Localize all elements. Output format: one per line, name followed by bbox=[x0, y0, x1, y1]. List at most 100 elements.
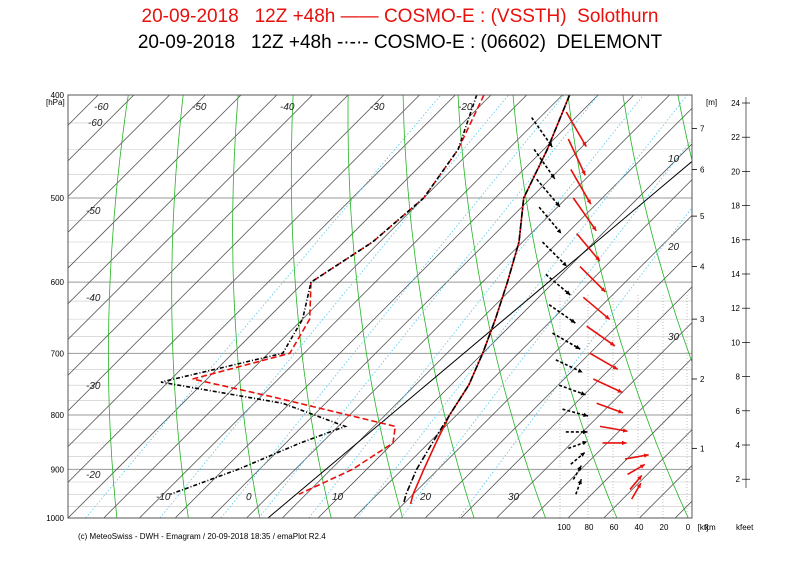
isotherm-label: 20 bbox=[419, 492, 432, 503]
mixing-ratio-line bbox=[258, 95, 599, 518]
dry-adiabat-line bbox=[402, 95, 475, 518]
isotherm-label: -40 bbox=[86, 293, 101, 304]
dry-adiabat-line bbox=[733, 95, 800, 518]
title1-station: Solothurn bbox=[577, 6, 659, 27]
isotherm-line bbox=[603, 429, 692, 518]
wind-arrow-delemont bbox=[536, 178, 561, 208]
kfeet-tick-label: 16 bbox=[731, 236, 740, 245]
isotherm-line bbox=[246, 95, 670, 518]
dry-adiabat-line bbox=[290, 95, 332, 518]
wind-arrow-delemont bbox=[545, 273, 571, 296]
wind-arrow-delemont bbox=[572, 465, 583, 480]
isotherm-line bbox=[0, 95, 27, 518]
wind-arrow-delemont bbox=[555, 359, 583, 374]
kfeet-tick-label: 8 bbox=[736, 373, 741, 382]
isotherm-label: 30 bbox=[508, 492, 520, 503]
isotherm-line bbox=[139, 95, 563, 518]
wind-arrow-solothurn bbox=[567, 138, 586, 176]
isotherm-line bbox=[68, 95, 492, 518]
wind-arrow-delemont bbox=[531, 117, 553, 148]
isotherm-line bbox=[711, 95, 800, 518]
wind-arrow-solothurn bbox=[586, 325, 616, 347]
dry-adiabat-line bbox=[788, 95, 800, 518]
pressure-tick-label: 1000 bbox=[46, 514, 64, 523]
wind-axis-label: 20 bbox=[660, 523, 669, 532]
isotherm-line bbox=[68, 95, 170, 198]
wind-arrow-solothurn bbox=[570, 169, 592, 205]
wind-arrow-delemont bbox=[562, 408, 589, 417]
wind-arrow-delemont bbox=[568, 440, 588, 450]
isotherm-label: 10 bbox=[332, 492, 344, 503]
isotherm-line bbox=[68, 95, 99, 126]
isotherm-line bbox=[68, 95, 206, 233]
mixing-ratio-label: 20 bbox=[667, 242, 680, 253]
plot-frame bbox=[67, 94, 693, 519]
title1-date: 20-09-2018 bbox=[141, 6, 239, 27]
wind-arrow-solothurn bbox=[572, 197, 597, 232]
kfeet-tick-label: 6 bbox=[736, 407, 741, 416]
footer-credit: (c) MeteoSwiss - DWH - Emagram / 20-09-2… bbox=[78, 532, 326, 541]
isotherm-line bbox=[389, 214, 692, 518]
title2-model: COSMO-E : (06602) bbox=[373, 32, 547, 53]
wind-arrow-solothurn bbox=[596, 402, 624, 414]
kfeet-tick-label: 4 bbox=[736, 441, 741, 450]
wind-axis-label: 0 bbox=[686, 523, 691, 532]
pressure-tick-label: 800 bbox=[51, 411, 65, 420]
pressure-tick-label: 600 bbox=[51, 278, 65, 287]
isotherm-line bbox=[68, 95, 242, 269]
title2-run: 12Z +48h bbox=[250, 32, 332, 53]
kfeet-tick-label: 10 bbox=[731, 338, 740, 347]
height-tick-label: 7 bbox=[700, 124, 705, 133]
isotherm-line bbox=[174, 95, 599, 518]
isotherm-line bbox=[567, 393, 692, 518]
title1-run: 12Z +48h bbox=[254, 6, 336, 27]
isotherm-label: -20 bbox=[86, 470, 101, 481]
kfeet-tick-label: 20 bbox=[731, 167, 740, 176]
isotherm-label: 0 bbox=[246, 492, 252, 503]
isotherm-line bbox=[68, 95, 277, 305]
title2-date: 20-09-2018 bbox=[137, 32, 236, 53]
wind-arrow-delemont bbox=[533, 148, 556, 180]
title-line-station1: 20-09-2018 12Z +48h —— COSMO-E : (VSSTH)… bbox=[141, 6, 659, 27]
isotherm-line bbox=[317, 143, 692, 518]
isotherm-line bbox=[68, 95, 313, 340]
dry-adiabat-line bbox=[108, 95, 129, 518]
wind-arrow-delemont bbox=[558, 384, 586, 396]
isotherm-label: -50 bbox=[192, 102, 207, 113]
wind-arrow-solothurn bbox=[630, 482, 642, 500]
height-tick-label: 5 bbox=[700, 212, 705, 221]
isotherm-label: -60 bbox=[88, 118, 103, 129]
wind-arrow-solothurn bbox=[589, 352, 619, 371]
isotherm-label: -40 bbox=[280, 102, 295, 113]
isotherm-line bbox=[424, 250, 692, 518]
isotherm-label: -60 bbox=[94, 102, 109, 113]
kfeet-tick-label: 18 bbox=[731, 202, 740, 211]
dry-adiabat-line bbox=[457, 95, 546, 518]
height-axis-label: [m] bbox=[706, 98, 717, 107]
isotherm-line bbox=[0, 95, 62, 518]
isotherm-line bbox=[353, 179, 692, 518]
mixing-ratio-line bbox=[400, 138, 692, 518]
temperature-line-delemont bbox=[402, 95, 571, 505]
kfeet-tick-label: 14 bbox=[731, 270, 740, 279]
isotherm-line bbox=[496, 322, 692, 518]
wind-arrow-delemont bbox=[570, 451, 586, 465]
height-tick-label: 6 bbox=[700, 165, 705, 174]
wind-arrow-solothurn bbox=[602, 440, 627, 446]
wind-arrow-delemont bbox=[541, 241, 568, 267]
kfeet-tick-label: 2 bbox=[736, 475, 741, 484]
wind-arrow-solothurn bbox=[592, 378, 623, 394]
dry-adiabat-line bbox=[171, 95, 189, 518]
wind-axis-label: 80 bbox=[585, 523, 594, 532]
wind-axis-label: 60 bbox=[610, 523, 619, 532]
pressure-axis-label: [hPa] bbox=[46, 98, 65, 107]
isotherm-label: -50 bbox=[86, 206, 101, 217]
isotherm-label: -10 bbox=[156, 492, 171, 503]
dewpoint-line-delemont bbox=[160, 95, 478, 496]
wind-arrow-solothurn bbox=[582, 296, 611, 321]
wind-arrow-solothurn bbox=[579, 265, 607, 293]
wind-axis-label: 40 bbox=[635, 523, 644, 532]
km-label: km bbox=[705, 523, 716, 532]
height-tick-label: 4 bbox=[700, 263, 705, 272]
